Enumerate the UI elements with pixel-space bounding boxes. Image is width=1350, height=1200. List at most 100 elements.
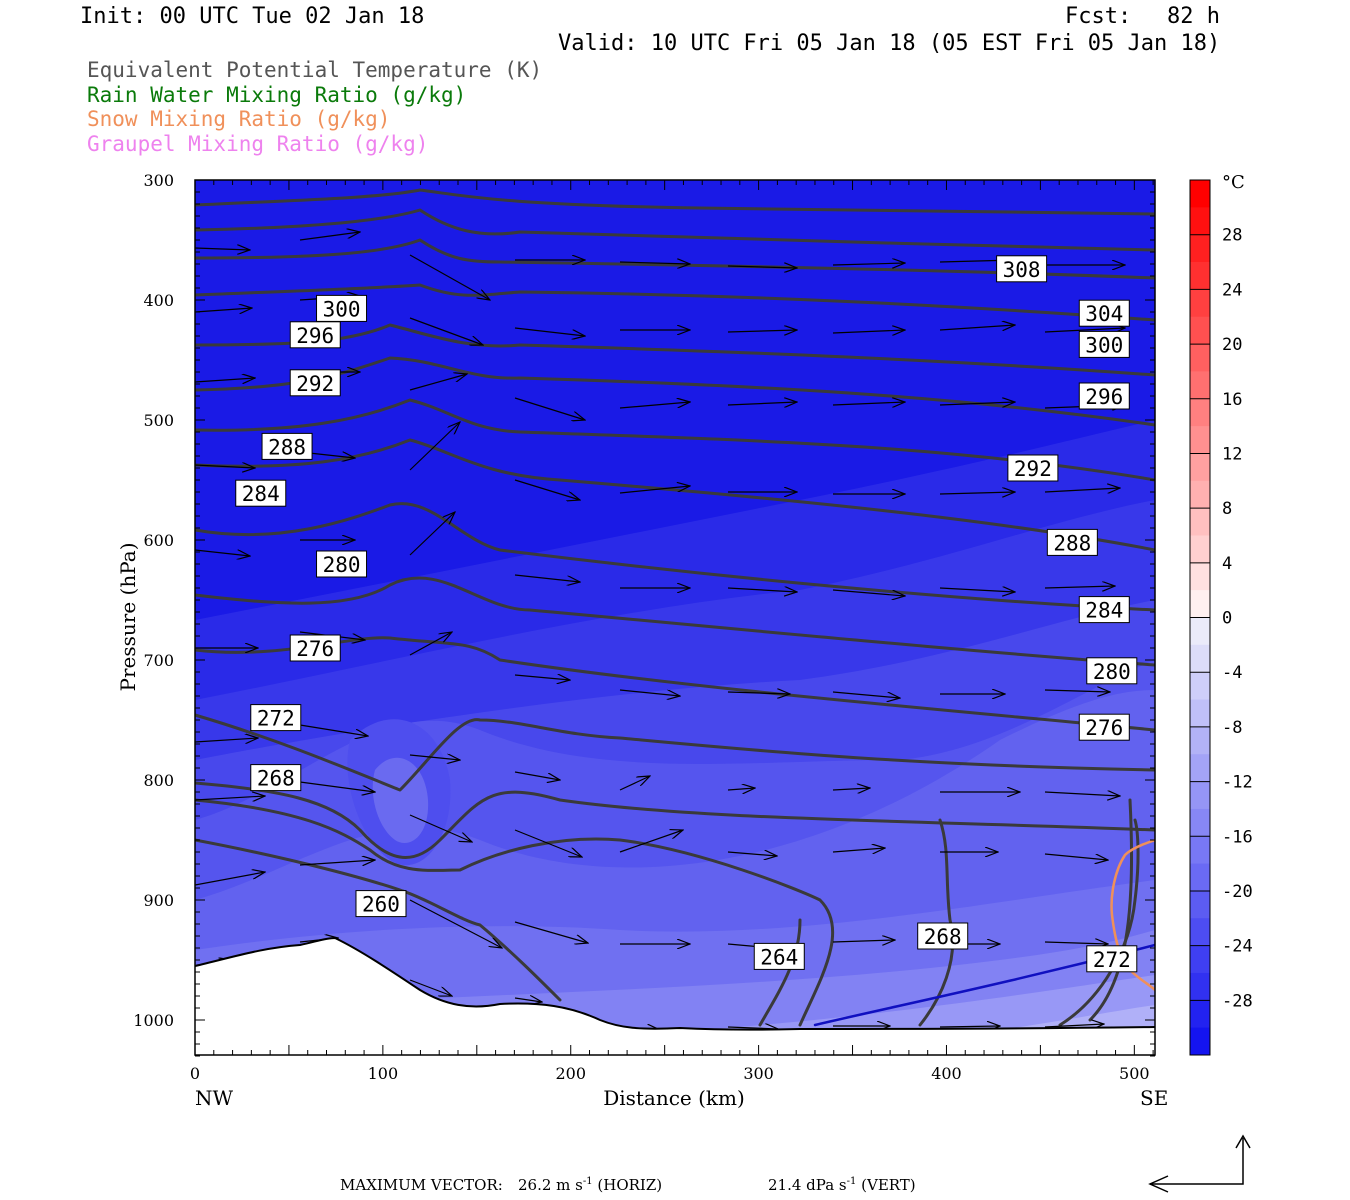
theta-e-contour (195, 238, 1155, 280)
contour-label: 264 (753, 942, 805, 970)
vert-unit: (VERT) (861, 1176, 916, 1194)
contour-label: 280 (316, 550, 368, 578)
reference-vector-icon (1150, 1138, 1244, 1185)
contour-label-text: 264 (760, 945, 798, 969)
contour-label-text: 300 (1085, 333, 1123, 357)
wind-vector (409, 422, 460, 471)
wind-vector (299, 860, 375, 865)
colorbar-tick-label: -4 (1222, 663, 1242, 683)
colorbar-swatch (1190, 234, 1210, 263)
wind-vector (619, 689, 680, 696)
x-tick-label: 500 (1119, 1064, 1150, 1083)
theta-e-contour (195, 838, 562, 1002)
contour-label-box (289, 634, 341, 662)
contour-label-text: 288 (268, 435, 306, 459)
wind-vector (727, 330, 797, 332)
colorbar-unit: °C (1222, 172, 1245, 193)
colorbar-tick-label: 28 (1222, 226, 1242, 246)
theta-e-contour (195, 576, 1155, 667)
colorbar-tick-label: -28 (1222, 991, 1253, 1011)
theta-e-contour (1088, 798, 1134, 1022)
contour-label-box (1046, 528, 1098, 556)
y-tick-label: 800 (143, 771, 174, 790)
colorbar-swatch (1190, 672, 1210, 701)
colorbar-tick-label: 0 (1222, 609, 1232, 629)
contour-label: 284 (1078, 596, 1130, 624)
contour-label: 268 (917, 922, 969, 950)
wind-vector (832, 589, 905, 596)
wind-vector (832, 788, 870, 790)
colorbar-swatch (1190, 426, 1210, 454)
contour-label-box (996, 255, 1048, 283)
wind-vector (619, 402, 690, 409)
colorbar-swatch (1190, 480, 1210, 509)
wind-vector (727, 852, 777, 856)
contour-label-text: 268 (924, 925, 962, 949)
theta-e-contour (195, 188, 1155, 216)
colorbar-swatch (1190, 644, 1210, 673)
wind-vector (1044, 690, 1110, 692)
contour-label-text: 276 (1085, 716, 1123, 740)
colorbar-swatch (1190, 1027, 1210, 1056)
contour-label: 292 (289, 369, 341, 397)
wind-vector (939, 588, 1015, 592)
wind-vector (409, 254, 490, 300)
contour-label-text: 280 (1093, 660, 1131, 684)
colorbar-swatch (1190, 316, 1210, 345)
wind-vector (832, 940, 895, 942)
wind-vector (195, 378, 255, 382)
colorbar-swatch (1190, 890, 1210, 919)
wind-vector (939, 325, 1015, 330)
contour-label-box (1086, 657, 1138, 685)
contour-label-box (250, 764, 302, 792)
wind-vector (514, 771, 560, 780)
horiz-value: 26.2 m s (518, 1176, 583, 1194)
wind-vector (619, 830, 683, 853)
contour-label-box (1078, 299, 1130, 327)
max-vector-label: MAXIMUM VECTOR: (340, 1176, 503, 1194)
wind-vector (727, 402, 797, 405)
wind-vector (195, 738, 258, 742)
contour-label: 272 (250, 704, 302, 732)
contour-label: 308 (996, 255, 1048, 283)
theta-e-contour (195, 398, 1155, 482)
contour-label: 304 (1078, 299, 1130, 327)
contour-label-box (1078, 713, 1130, 741)
contour-label-text: 292 (296, 372, 334, 396)
contour-label-text: 276 (296, 637, 334, 661)
wind-vector (727, 588, 797, 592)
colorbar-swatch (1190, 726, 1210, 755)
contour-label-box (235, 479, 287, 507)
x-tick-label: 300 (743, 1064, 774, 1083)
y-axis-label: Pressure (hPa) (116, 543, 140, 692)
wind-vector (409, 374, 467, 391)
y-tick-label: 1000 (133, 1011, 174, 1030)
colorbar-swatch (1190, 453, 1210, 482)
colorbar-swatch (1190, 1000, 1210, 1029)
theta-e-contour (195, 283, 1155, 322)
wind-vector (832, 402, 905, 405)
contour-label: 300 (316, 294, 368, 322)
contour-label: 300 (1078, 330, 1130, 358)
contour-label-text: 268 (257, 767, 295, 791)
colorbar-swatch (1190, 945, 1210, 974)
reference-vector-left-arrowhead (1148, 1175, 1169, 1193)
horiz-unit: (HORIZ) (597, 1176, 663, 1194)
contour-label-text: 304 (1085, 302, 1123, 326)
colorbar-swatch (1190, 371, 1210, 400)
contour-label-text: 296 (1085, 385, 1123, 409)
theta-e-contour (195, 713, 1155, 792)
theta-e-contour (1058, 818, 1140, 1027)
max-horizontal-vector: 26.2 m s-1 (HORIZ) (518, 1176, 662, 1194)
y-tick-label: 300 (143, 171, 174, 190)
colorbar-swatch (1190, 781, 1210, 810)
x-axis-label: Distance (km) (603, 1086, 745, 1110)
wind-vector (299, 781, 375, 792)
contour-label: 260 (355, 890, 407, 918)
wind-vector (832, 330, 905, 333)
contour-label: 280 (1086, 657, 1138, 685)
wind-vector (727, 266, 797, 268)
wind-vector (727, 788, 755, 790)
wind-vector (514, 327, 585, 336)
colorbar-swatch (1190, 590, 1210, 618)
